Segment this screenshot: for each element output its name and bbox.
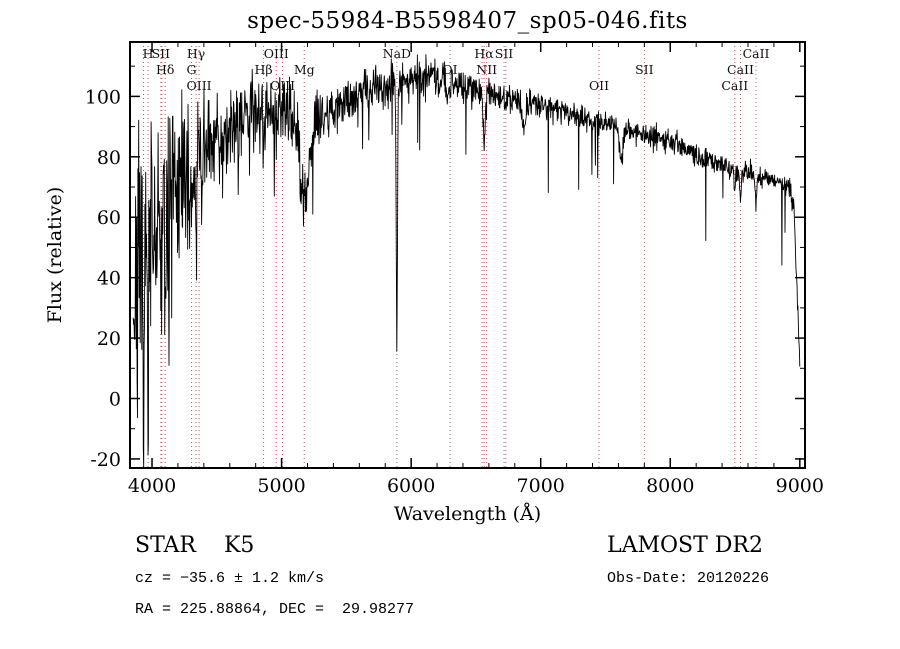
spectral-line-label: NII: [476, 62, 497, 77]
spectrum-path: [132, 54, 801, 467]
spectral-line-label: NaD: [383, 46, 411, 61]
y-tick-label: 60: [97, 207, 121, 229]
spectral-line-markers: [142, 42, 757, 468]
object-class-label: STAR K5: [135, 533, 255, 558]
x-tick-label: 9000: [776, 475, 824, 497]
spectral-line-label: SII: [152, 46, 171, 61]
y-tick-label: 40: [97, 268, 121, 290]
plot-title: spec-55984-B5598407_sp05-046.fits: [247, 8, 688, 34]
spectral-line-label: Mg: [294, 62, 315, 77]
obs-date-label: Obs-Date: 20120226: [607, 570, 770, 587]
spectral-line-label: SII: [635, 62, 654, 77]
spectral-line-label: OI: [442, 62, 457, 77]
spectral-line-label: G: [187, 62, 197, 77]
spectral-line-label: Hγ: [187, 46, 205, 61]
y-tick-label: 0: [109, 389, 121, 411]
y-tick-label: 80: [97, 147, 121, 169]
x-tick-label: 8000: [646, 475, 694, 497]
x-tick-label: 4000: [128, 475, 176, 497]
x-axis-label: Wavelength (Å): [393, 503, 542, 525]
x-tick-label: 5000: [257, 475, 305, 497]
spectral-line-label: H: [143, 46, 154, 61]
plot-frame: [129, 41, 806, 469]
spectral-line-label: Hα: [474, 46, 494, 61]
survey-label: LAMOST DR2: [607, 533, 763, 558]
spectral-line-label: Hβ: [255, 62, 273, 77]
spectral-line-label: Hδ: [156, 62, 174, 77]
spectral-line-label: CaII: [721, 78, 748, 93]
x-tick-label: 7000: [517, 475, 565, 497]
y-tick-label: 20: [97, 328, 121, 350]
spectral-line-label: OII: [589, 78, 609, 93]
spectrum-trace: [132, 54, 801, 467]
spectral-line-label: SII: [495, 46, 514, 61]
spectral-line-label: OIII: [187, 78, 212, 93]
x-tick-label: 6000: [387, 475, 435, 497]
spectral-line-label: OIII: [264, 46, 289, 61]
spectral-line-label: CaII: [743, 46, 770, 61]
y-tick-label: -20: [90, 449, 121, 471]
cz-velocity-label: cz = −35.6 ± 1.2 km/s: [135, 570, 325, 587]
axes: 4000 5000 6000 7000 8000 9000 -20 0 20 40 60 80 100: [85, 41, 824, 497]
spectral-line-label: CaII: [727, 62, 754, 77]
ra-dec-label: RA = 225.88864, DEC = 29.98277: [135, 601, 415, 618]
y-tick-label: 100: [85, 86, 121, 108]
spectral-line-label: OIII: [270, 78, 295, 93]
